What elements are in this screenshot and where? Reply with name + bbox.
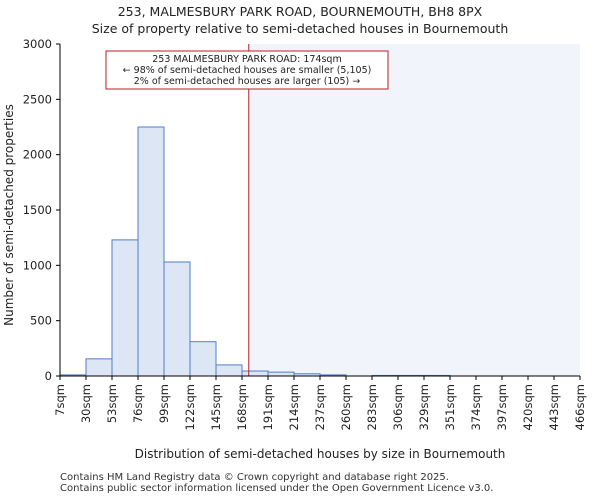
annotation-line: ← 98% of semi-detached houses are smalle…	[123, 65, 372, 76]
larger-region-highlight	[248, 44, 580, 376]
annotation-line: 253 MALMESBURY PARK ROAD: 174sqm	[152, 54, 341, 65]
histogram-bar	[85, 358, 113, 377]
x-tick-label: 397sqm	[495, 384, 509, 430]
x-tick-label: 30sqm	[79, 384, 93, 423]
x-tick-label: 191sqm	[261, 384, 275, 430]
y-tick-label: 1000	[23, 258, 52, 272]
footer-line-1: Contains HM Land Registry data © Crown c…	[60, 472, 449, 483]
x-tick-label: 7sqm	[53, 384, 67, 416]
histogram-bar	[137, 126, 165, 377]
x-tick-label: 168sqm	[235, 384, 249, 430]
y-axis-title: Number of semi-detached properties	[2, 104, 16, 326]
footer-attribution: Contains HM Land Registry data © Crown c…	[60, 472, 493, 494]
chart-title-line-1: 253, MALMESBURY PARK ROAD, BOURNEMOUTH, …	[117, 4, 483, 19]
x-tick-label: 351sqm	[443, 384, 457, 430]
x-tick-label: 443sqm	[547, 384, 561, 430]
y-tick-label: 1500	[23, 203, 52, 217]
x-tick-label: 329sqm	[417, 384, 431, 430]
x-tick-label: 374sqm	[469, 384, 483, 430]
y-tick-label: 0	[45, 369, 52, 383]
x-axis-title: Distribution of semi-detached houses by …	[135, 447, 506, 461]
x-tick-label: 260sqm	[339, 384, 353, 430]
x-tick-label: 214sqm	[287, 384, 301, 430]
chart-title-line-2: Size of property relative to semi-detach…	[91, 21, 509, 36]
histogram-bar	[111, 239, 139, 377]
histogram-bar	[189, 341, 217, 377]
histogram-bar	[215, 364, 243, 377]
x-tick-label: 283sqm	[365, 384, 379, 430]
y-tick-label: 2000	[23, 148, 52, 162]
footer-line-2: Contains public sector information licen…	[60, 483, 494, 494]
x-tick-label: 237sqm	[313, 384, 327, 430]
histogram-bar	[267, 371, 295, 377]
y-tick-label: 3000	[23, 37, 52, 51]
x-tick-label: 76sqm	[131, 384, 145, 423]
x-tick-label: 99sqm	[157, 384, 171, 423]
x-tick-label: 145sqm	[209, 384, 223, 430]
y-tick-label: 500	[30, 314, 52, 328]
x-tick-label: 466sqm	[573, 384, 587, 430]
x-tick-label: 53sqm	[105, 384, 119, 423]
x-tick-label: 420sqm	[521, 384, 535, 430]
annotation-line: 2% of semi-detached houses are larger (1…	[134, 76, 361, 87]
histogram-bar	[241, 370, 269, 377]
chart-title-block: 253, MALMESBURY PARK ROAD, BOURNEMOUTH, …	[0, 3, 600, 37]
x-tick-label: 306sqm	[391, 384, 405, 430]
histogram-bar	[163, 261, 191, 377]
annotation-box	[105, 50, 389, 90]
x-tick-label: 122sqm	[183, 384, 197, 430]
y-tick-label: 2500	[23, 92, 52, 106]
